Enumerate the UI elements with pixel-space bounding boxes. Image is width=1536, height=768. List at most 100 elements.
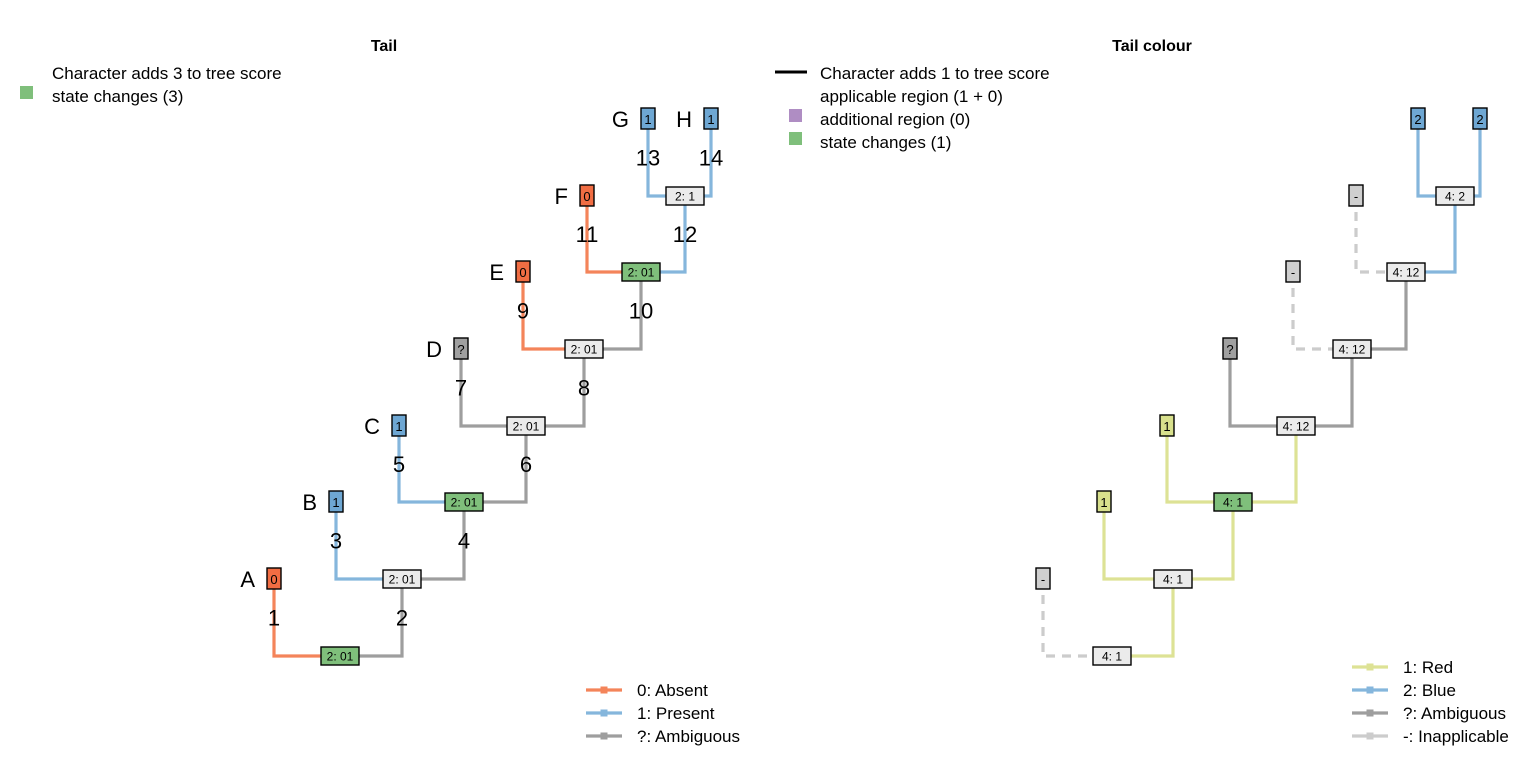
panel-title: Tail — [371, 38, 397, 55]
legend-marker-icon — [600, 709, 608, 717]
node-state-label: 2: 01 — [571, 343, 598, 357]
tree-edge — [334, 502, 402, 581]
node-state-box — [444, 492, 484, 512]
tip-name-label: G — [612, 107, 629, 132]
node-state-box — [1213, 492, 1253, 512]
tip-state-label: 1 — [1100, 495, 1107, 510]
node-state-label: 2: 1 — [675, 190, 695, 204]
tree-edge — [521, 272, 584, 351]
tip-state-label: 1 — [395, 419, 402, 434]
tip-state-box — [1472, 107, 1488, 130]
legend-entry-label: 1: Red — [1403, 658, 1453, 677]
node-state-label: 2: 01 — [389, 573, 416, 587]
tip-state-label: ? — [1226, 342, 1233, 357]
tree-edge — [1406, 196, 1457, 274]
tip-state-box — [1285, 260, 1301, 283]
info-swatch-icon — [789, 109, 802, 122]
panel-tail: Tail Character adds 3 to tree score state … — [20, 38, 740, 746]
tree-edge — [1173, 502, 1235, 581]
tip-state-label: 1 — [644, 112, 651, 127]
tip-state-label: 2 — [1414, 112, 1421, 127]
tip-name-label: E — [489, 260, 504, 285]
legend-marker-icon — [600, 686, 608, 694]
node-state-box — [1332, 339, 1372, 359]
tree-edge — [1352, 272, 1408, 351]
tip-state-label: 1 — [332, 495, 339, 510]
tree-edge — [1228, 349, 1296, 428]
tip-state-label: 0 — [270, 572, 277, 587]
tip-state-box — [640, 107, 656, 130]
edge-number-label: 12 — [673, 222, 697, 247]
tree-edge — [402, 502, 466, 581]
tip-state-box — [453, 337, 469, 360]
legend-marker-icon — [1366, 686, 1374, 694]
tree-edge — [1165, 426, 1233, 504]
panel-title: Tail colour — [1112, 38, 1192, 55]
node-state-box — [564, 339, 604, 359]
edge-number-label: 10 — [629, 299, 653, 324]
edge-number-label: 5 — [393, 452, 405, 477]
tree-edge — [272, 579, 340, 658]
node-state-label: 4: 1 — [1163, 573, 1183, 587]
tip-state-box — [1410, 107, 1426, 130]
legend-entry-label: ?: Ambiguous — [1403, 704, 1506, 723]
tip-name-label: C — [364, 414, 380, 439]
edge-number-label: 9 — [517, 299, 529, 324]
edge-number-label: 1 — [268, 606, 280, 631]
tree-edge — [1296, 349, 1354, 428]
tip-state-label: - — [1291, 265, 1295, 280]
edge-number-label: 3 — [330, 529, 342, 554]
tree-edge — [459, 349, 526, 428]
tip-state-box — [1159, 414, 1175, 437]
score-info-text: Character adds 3 to tree score — [52, 64, 282, 83]
node-state-label: 4: 1 — [1223, 496, 1243, 510]
node-state-box — [382, 569, 422, 589]
node-state-label: 4: 1 — [1102, 650, 1122, 664]
tip-name-label: H — [676, 107, 692, 132]
tip-state-box — [1348, 184, 1364, 207]
tip-state-label: 1 — [1163, 419, 1170, 434]
node-state-label: 2: 01 — [327, 650, 354, 664]
tree-edge — [340, 579, 404, 658]
tip-state-label: 1 — [707, 112, 714, 127]
legend-marker-icon — [1366, 709, 1374, 717]
edge-number-label: 6 — [520, 452, 532, 477]
node-state-box — [1435, 186, 1475, 206]
legend-marker-icon — [1366, 663, 1374, 671]
score-info-text: state changes (3) — [52, 87, 183, 106]
info-swatch-icon — [20, 86, 33, 99]
node-state-box — [1276, 416, 1316, 436]
info-swatch-icon — [789, 132, 802, 145]
tip-state-box — [515, 260, 531, 283]
node-state-box — [320, 646, 360, 666]
node-state-label: 2: 01 — [451, 496, 478, 510]
legend-entry-label: 2: Blue — [1403, 681, 1456, 700]
tip-state-box — [266, 567, 282, 590]
tip-state-box — [579, 184, 595, 207]
tree-edge — [1233, 426, 1298, 504]
tree-edge — [1291, 272, 1352, 351]
legend-entry-label: -: Inapplicable — [1403, 727, 1509, 746]
tip-name-label: A — [240, 567, 255, 592]
edge-number-label: 11 — [576, 222, 599, 247]
tip-state-label: 2 — [1476, 112, 1483, 127]
tree-edge — [1112, 579, 1175, 658]
legend-marker-icon — [1366, 732, 1374, 740]
score-info-text: applicable region (1 + 0) — [820, 87, 1003, 106]
node-state-label: 4: 2 — [1445, 190, 1465, 204]
tip-state-label: 0 — [583, 189, 590, 204]
tip-state-label: ? — [457, 342, 464, 357]
tree-edge — [526, 349, 586, 428]
edge-number-label: 7 — [455, 376, 467, 401]
tip-state-box — [328, 490, 344, 513]
node-state-label: 2: 01 — [628, 266, 655, 280]
edge-number-label: 4 — [458, 529, 470, 554]
tree-edge — [1041, 579, 1112, 658]
edge-number-label: 8 — [578, 376, 590, 401]
score-info-text: state changes (1) — [820, 133, 951, 152]
node-state-label: 4: 12 — [1339, 343, 1366, 357]
tip-name-label: D — [426, 337, 442, 362]
node-state-box — [506, 416, 546, 436]
tree-edge — [1102, 502, 1173, 581]
